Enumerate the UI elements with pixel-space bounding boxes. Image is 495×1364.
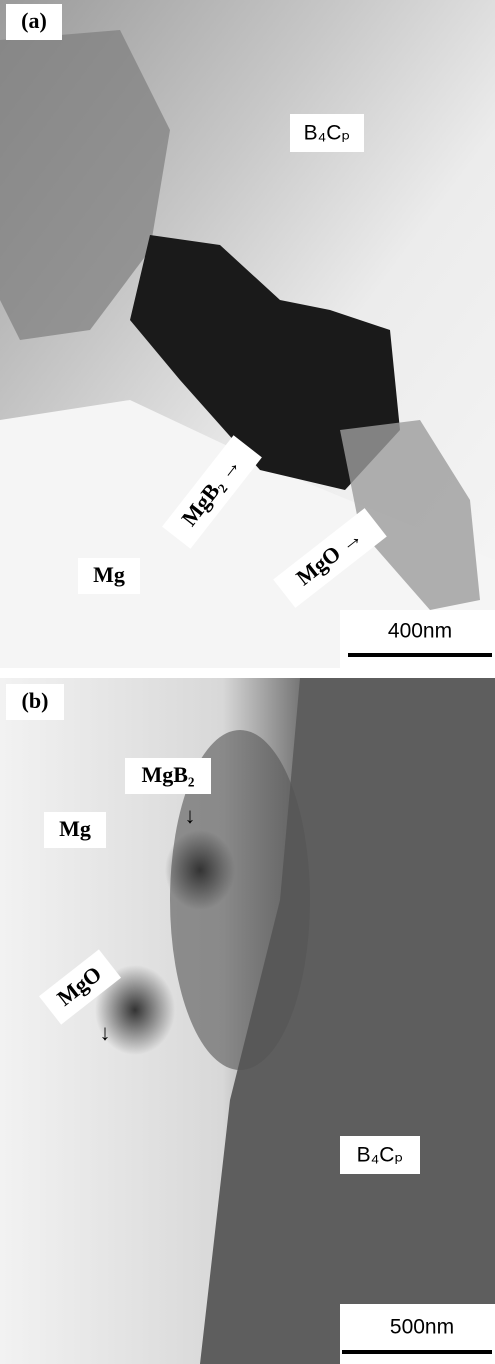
scale-bar-label: 500nm bbox=[390, 1316, 454, 1339]
phase-label: Mg bbox=[59, 816, 91, 841]
arrow: ↓ bbox=[100, 1020, 111, 1045]
phase-label: MgB₂ bbox=[141, 762, 194, 787]
panel-a: (a) B₄Cₚ MgB₂ → Mg MgO → 400nm bbox=[0, 0, 495, 678]
phase-label: Mg bbox=[93, 562, 125, 587]
panel-b: (b) MgB₂ ↓ Mg MgO ↓ B₄Cₚ 500nm bbox=[0, 678, 495, 1364]
panel-label: (a) bbox=[21, 8, 47, 33]
phase-label: B₄Cₚ bbox=[357, 1144, 404, 1167]
separator bbox=[0, 668, 495, 678]
figure: (a) B₄Cₚ MgB₂ → Mg MgO → 400nm (b) MgB₂ … bbox=[0, 0, 495, 1364]
scale-bar-label: 400nm bbox=[388, 620, 452, 643]
mgb2-cluster bbox=[165, 830, 235, 910]
scale-bar bbox=[348, 653, 492, 657]
scale-bar bbox=[342, 1350, 492, 1354]
phase-label: B₄Cₚ bbox=[304, 122, 351, 145]
arrow: ↓ bbox=[185, 803, 196, 828]
panel-label: (b) bbox=[22, 688, 49, 713]
